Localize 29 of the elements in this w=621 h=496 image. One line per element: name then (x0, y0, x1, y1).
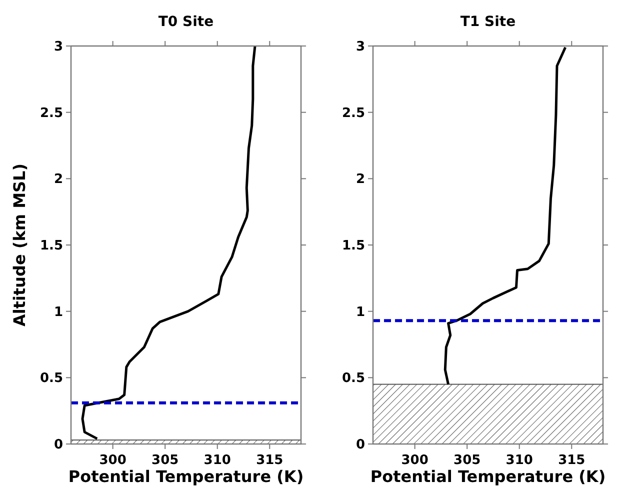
line-series (81, 44, 256, 440)
y-tick-label: 2 (54, 172, 63, 188)
y-tick-label: 2 (356, 172, 365, 188)
y-tick-label: 1.5 (342, 238, 365, 254)
chart-title: T1 Site (460, 14, 516, 30)
x-tick-label: 315 (558, 453, 586, 468)
x-tick-label: 305 (454, 453, 481, 468)
y-tick-label: 1 (54, 304, 63, 320)
x-tick-label: 300 (401, 453, 428, 468)
y-tick-label: 3 (356, 40, 365, 55)
x-tick-label: 315 (256, 453, 284, 468)
y-tick-label: 0 (356, 438, 365, 453)
y-tick-label: 0.5 (40, 371, 63, 386)
x-tick-label: 300 (99, 453, 126, 468)
y-tick-label: 0 (54, 438, 63, 453)
y-tick-label: 2.5 (40, 106, 63, 121)
chart-title: T0 Site (158, 14, 214, 30)
y-tick-label: 3 (54, 40, 63, 55)
y-tick-label: 1.5 (40, 238, 63, 254)
x-axis-title: Potential Temperature (K) (370, 467, 606, 486)
x-tick-label: 305 (152, 453, 179, 468)
x-axis-title: Potential Temperature (K) (68, 467, 304, 486)
y-tick-label: 0.5 (342, 371, 365, 386)
line-series (444, 46, 567, 386)
x-tick-label: 310 (506, 453, 533, 468)
y-tick-label: 1 (356, 304, 365, 320)
y-axis-title: Altitude (km MSL) (10, 163, 29, 327)
x-tick-label: 310 (204, 453, 231, 468)
y-tick-label: 2.5 (342, 106, 365, 121)
